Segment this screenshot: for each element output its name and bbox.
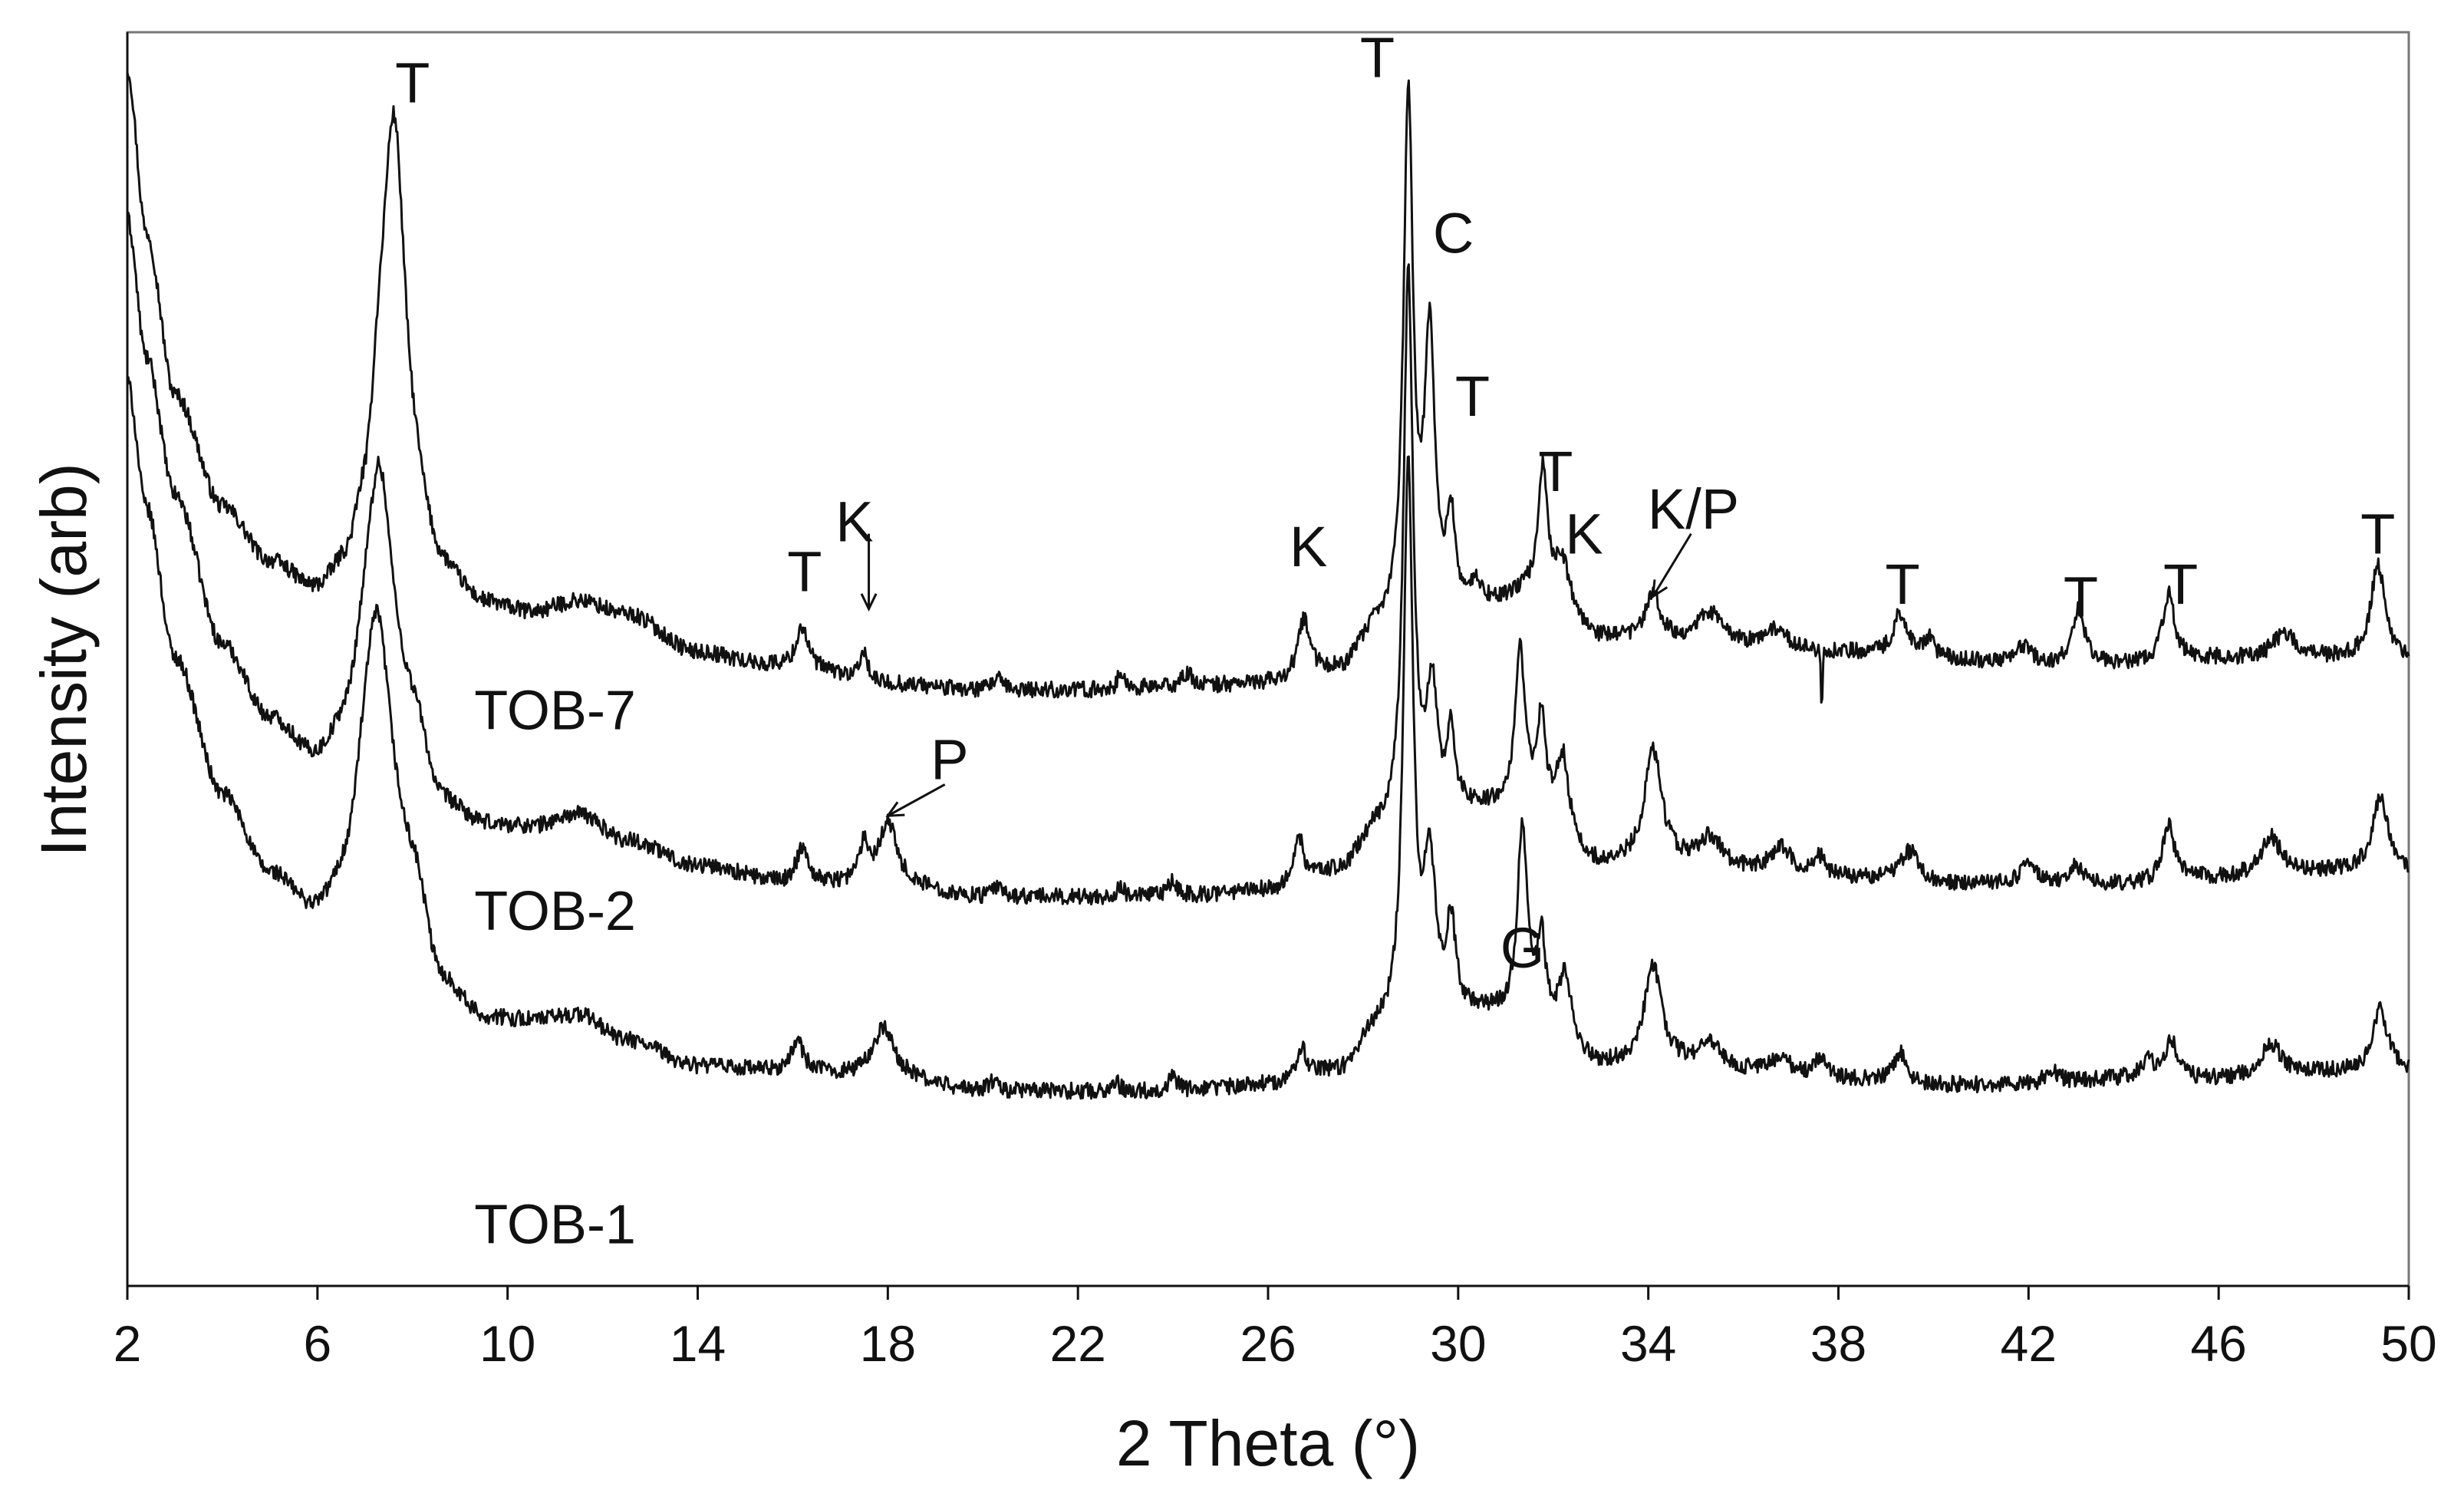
x-tick-label: 18 bbox=[860, 1315, 916, 1372]
peak-label: P bbox=[931, 728, 968, 792]
series-line-tob-2 bbox=[126, 211, 2410, 906]
x-tick-label: 6 bbox=[303, 1315, 331, 1372]
y-axis-title: Intensity (arb) bbox=[28, 463, 100, 857]
x-tick-label: 38 bbox=[1810, 1315, 1866, 1372]
peak-label: T bbox=[395, 51, 430, 114]
series-line-tob-7 bbox=[126, 72, 2410, 704]
series-label: TOB-2 bbox=[474, 881, 636, 942]
x-tick-label: 42 bbox=[2001, 1315, 2057, 1372]
x-tick-label: 2 bbox=[114, 1315, 142, 1372]
x-axis-ticks: 2 6 10 14 18 22 26 30 34 38 42 46 50 bbox=[114, 1286, 2437, 1372]
series-label: TOB-1 bbox=[474, 1194, 636, 1255]
annotation-arrow bbox=[1652, 532, 1692, 599]
peak-label: K bbox=[835, 490, 873, 553]
x-tick-label: 46 bbox=[2190, 1315, 2246, 1372]
annotation-arrow bbox=[885, 783, 946, 817]
peak-label: T bbox=[787, 540, 822, 604]
peak-label: T bbox=[2163, 552, 2198, 616]
x-tick-label: 30 bbox=[1430, 1315, 1486, 1372]
peak-label: T bbox=[2064, 565, 2098, 628]
peak-label: T bbox=[1886, 552, 1920, 616]
peak-label: T bbox=[1538, 440, 1573, 503]
peak-label: T bbox=[1360, 26, 1395, 90]
x-tick-label: 26 bbox=[1240, 1315, 1296, 1372]
series-line-tob-1 bbox=[126, 376, 2410, 1100]
annotation-arrow bbox=[860, 533, 878, 612]
plot-area-frame bbox=[126, 31, 2410, 1287]
series-traces: TOB-7 TOB-2 TOB-1 bbox=[126, 72, 2410, 1255]
x-tick-label: 50 bbox=[2380, 1315, 2436, 1372]
peak-label: K bbox=[1565, 503, 1603, 566]
peak-label: K bbox=[1290, 515, 1327, 579]
peak-label: C bbox=[1433, 201, 1474, 265]
peak-label: T bbox=[2360, 503, 2395, 566]
x-tick-label: 14 bbox=[670, 1315, 726, 1372]
x-tick-label: 22 bbox=[1049, 1315, 1105, 1372]
x-tick-label: 34 bbox=[1620, 1315, 1676, 1372]
x-tick-label: 10 bbox=[479, 1315, 535, 1372]
peak-label: G bbox=[1500, 916, 1545, 980]
series-label: TOB-7 bbox=[474, 680, 636, 741]
annotation-arrows bbox=[860, 532, 1692, 817]
peak-label: K/P bbox=[1648, 477, 1739, 541]
peak-label: T bbox=[1455, 364, 1490, 428]
x-axis-title: 2 Theta (°) bbox=[1116, 1407, 1420, 1479]
